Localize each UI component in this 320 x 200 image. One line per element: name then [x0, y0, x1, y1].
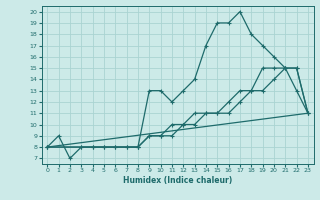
X-axis label: Humidex (Indice chaleur): Humidex (Indice chaleur) [123, 176, 232, 185]
